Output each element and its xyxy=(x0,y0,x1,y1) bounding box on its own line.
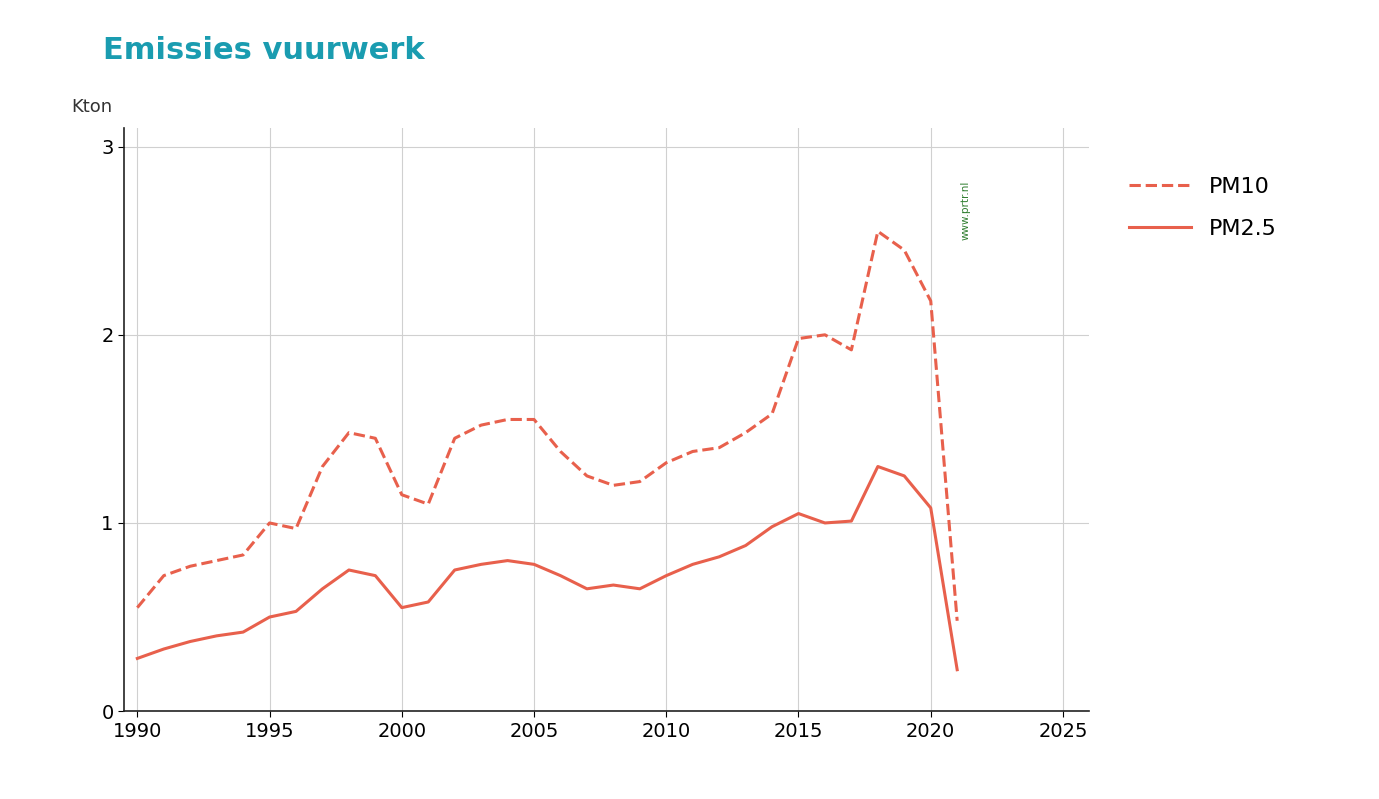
PM10 xyxy=(658,458,674,467)
PM10 xyxy=(314,462,331,471)
PM2.5 xyxy=(447,565,463,574)
PM2.5 xyxy=(552,570,568,580)
PM10 xyxy=(473,420,490,430)
PM10 xyxy=(949,616,965,626)
PM10 xyxy=(499,415,516,424)
PM10 xyxy=(738,427,754,437)
PM10 xyxy=(816,330,833,340)
PM10 xyxy=(764,409,781,419)
Text: Kton: Kton xyxy=(70,98,112,116)
PM2.5 xyxy=(182,637,199,646)
PM2.5 xyxy=(712,552,728,562)
PM10 xyxy=(843,345,859,355)
PM2.5 xyxy=(896,471,913,481)
PM2.5 xyxy=(870,462,887,471)
PM2.5 xyxy=(579,584,596,594)
PM10 xyxy=(605,480,622,490)
PM10 xyxy=(288,524,305,534)
PM2.5 xyxy=(314,584,331,594)
PM10 xyxy=(790,334,807,344)
PM10 xyxy=(579,471,596,481)
PM2.5 xyxy=(923,503,939,513)
PM2.5 xyxy=(843,516,859,526)
PM2.5 xyxy=(658,570,674,580)
PM2.5 xyxy=(949,665,965,674)
PM2.5 xyxy=(738,541,754,551)
PM10 xyxy=(156,570,172,580)
PM2.5 xyxy=(764,522,781,531)
PM2.5 xyxy=(130,654,146,663)
PM10 xyxy=(870,227,887,237)
PM2.5 xyxy=(605,580,622,590)
PM2.5 xyxy=(288,606,305,616)
PM2.5 xyxy=(525,559,542,569)
PM2.5 xyxy=(208,631,225,641)
Text: Emissies vuurwerk: Emissies vuurwerk xyxy=(103,36,425,65)
PM10 xyxy=(261,519,277,528)
PM2.5 xyxy=(393,602,410,612)
PM10 xyxy=(234,551,251,560)
PM2.5 xyxy=(234,627,251,637)
PM2.5 xyxy=(367,570,383,580)
PM2.5 xyxy=(261,612,277,622)
PM10 xyxy=(447,434,463,443)
Legend: PM10, PM2.5: PM10, PM2.5 xyxy=(1120,168,1285,248)
PM10 xyxy=(367,434,383,443)
PM2.5 xyxy=(421,597,437,606)
Line: PM2.5: PM2.5 xyxy=(138,467,957,670)
Line: PM10: PM10 xyxy=(138,232,957,621)
PM2.5 xyxy=(684,559,701,569)
PM10 xyxy=(208,556,225,566)
PM2.5 xyxy=(341,565,357,574)
PM2.5 xyxy=(816,519,833,528)
Text: www.prtr.nl: www.prtr.nl xyxy=(960,181,969,240)
PM10 xyxy=(130,602,146,612)
PM2.5 xyxy=(632,584,648,594)
PM2.5 xyxy=(473,559,490,569)
PM10 xyxy=(923,296,939,306)
PM2.5 xyxy=(499,556,516,566)
PM10 xyxy=(712,443,728,452)
PM10 xyxy=(525,415,542,424)
PM10 xyxy=(421,499,437,509)
PM2.5 xyxy=(790,509,807,519)
PM10 xyxy=(182,562,199,571)
PM10 xyxy=(552,447,568,456)
PM10 xyxy=(684,447,701,456)
PM10 xyxy=(896,245,913,255)
PM10 xyxy=(632,477,648,487)
PM10 xyxy=(341,427,357,437)
PM2.5 xyxy=(156,644,172,654)
PM10 xyxy=(393,490,410,499)
